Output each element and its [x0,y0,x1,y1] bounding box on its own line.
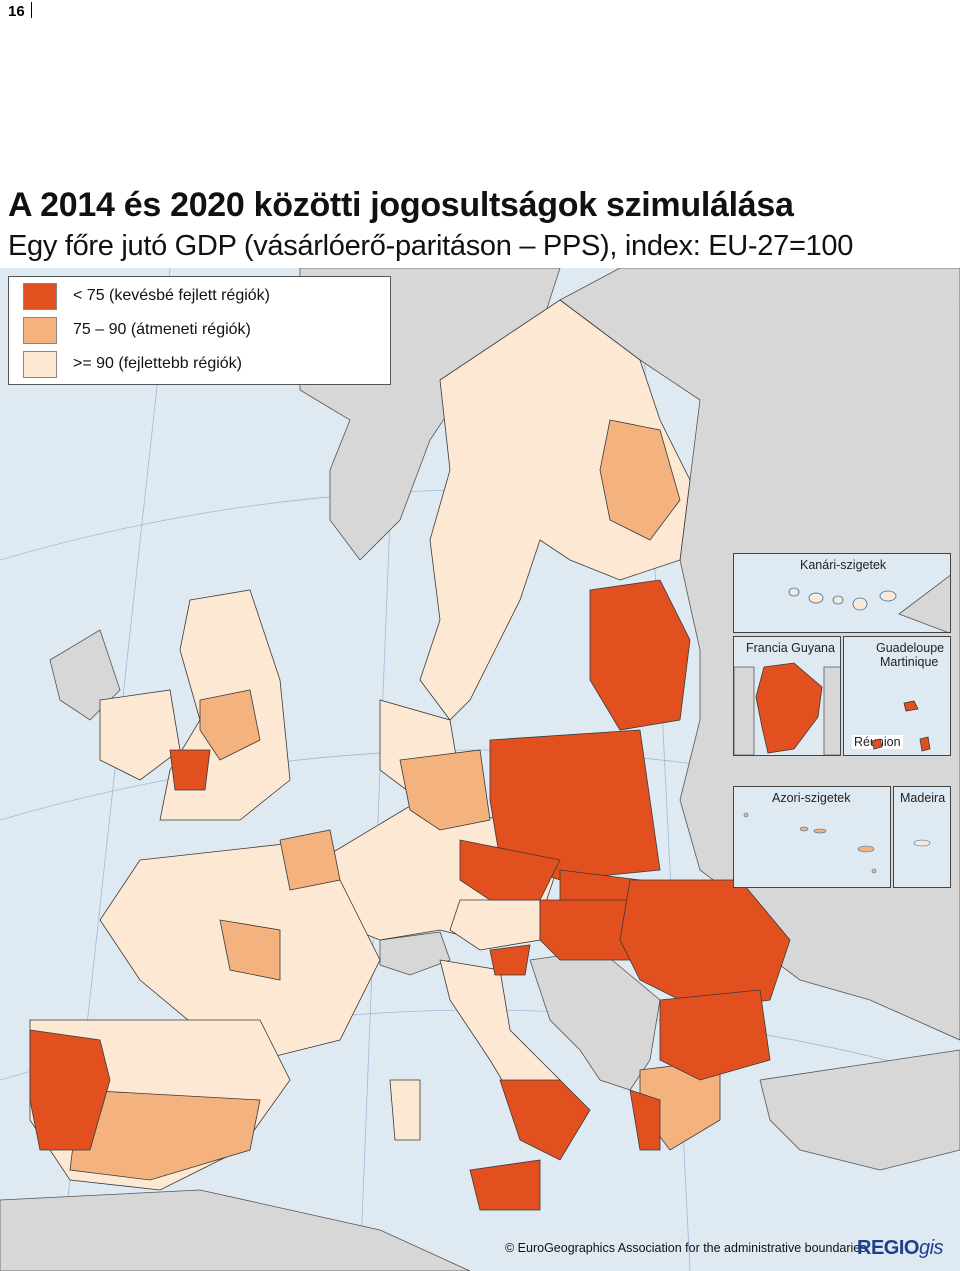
canary-islands-svg [788,575,950,632]
czech-republic [459,839,561,901]
inset-canary-islands: Kanári-szigetek [733,553,951,633]
slovenia-croatia [489,944,531,976]
azores-svg [743,812,877,874]
sweden-finland [419,299,691,721]
europe-map: Kanári-szigetek Francia Guyana Guadeloup… [0,268,960,1271]
france-central [219,919,281,981]
legend-swatch-less-developed [23,283,57,310]
less-developed-regions [29,579,791,1211]
page-number-text: 16 [8,3,25,20]
map-subtitle: Egy főre jutó GDP (vásárlóerő-paritáson … [8,230,854,262]
legend-label-more-developed: >= 90 (fejlettebb régiók) [73,355,242,372]
inset-label-guadeloupe: Guadeloupe [876,641,945,655]
hungary [539,899,641,961]
uk-north [199,689,261,761]
inset-label-azores: Azori-szigetek [772,791,851,805]
inset-guadeloupe-martinique: Guadeloupe Martinique Réunion [843,636,951,756]
spain-south [69,1089,261,1181]
bulgaria [659,989,771,1081]
poland [489,729,661,881]
inset-label-martinique: Martinique [880,655,939,669]
boundaries-credit: © EuroGeographics Association for the ad… [505,1241,867,1255]
caribbean-svg [871,700,931,752]
map-title: A 2014 és 2020 közötti jogosultságok szi… [8,186,794,224]
finland-east [599,419,681,541]
legend-label-less-developed: < 75 (kevésbé fejlett régiók) [73,287,270,304]
page-number: 16 [8,2,32,20]
inset-label-guyane: Francia Guyana [746,641,835,655]
sicily [469,1159,541,1211]
map-legend: < 75 (kevésbé fejlett régiók) 75 – 90 (á… [8,276,391,385]
inset-label-canary: Kanári-szigetek [800,558,887,572]
greece-west [629,1089,661,1151]
page-number-divider [30,2,32,18]
italy-south [499,1079,591,1161]
inset-label-madeira: Madeira [900,791,946,805]
europe-map-svg [0,268,960,1271]
inset-madeira: Madeira [893,786,951,888]
germany-east [399,749,491,831]
sardinia [389,1079,421,1141]
baltic-states [589,579,691,731]
french-guiana-svg [734,662,840,755]
logo-main: REGIO [857,1237,919,1259]
inset-french-guiana: Francia Guyana [733,636,841,756]
madeira-svg [913,839,931,847]
inset-azores: Azori-szigetek [733,786,891,888]
legend-label-transition: 75 – 90 (átmeneti régiók) [73,321,251,338]
ireland [99,689,181,781]
belgium-france-north [279,829,341,891]
legend-swatch-more-developed [23,351,57,378]
portugal [29,1029,111,1151]
north-africa [0,1189,471,1271]
legend-swatch-transition [23,317,57,344]
logo-suffix: gis [918,1237,944,1259]
wales [169,749,211,791]
turkey [759,1049,960,1171]
austria [449,899,541,951]
regiogis-logo: REGIOgis [857,1237,944,1260]
